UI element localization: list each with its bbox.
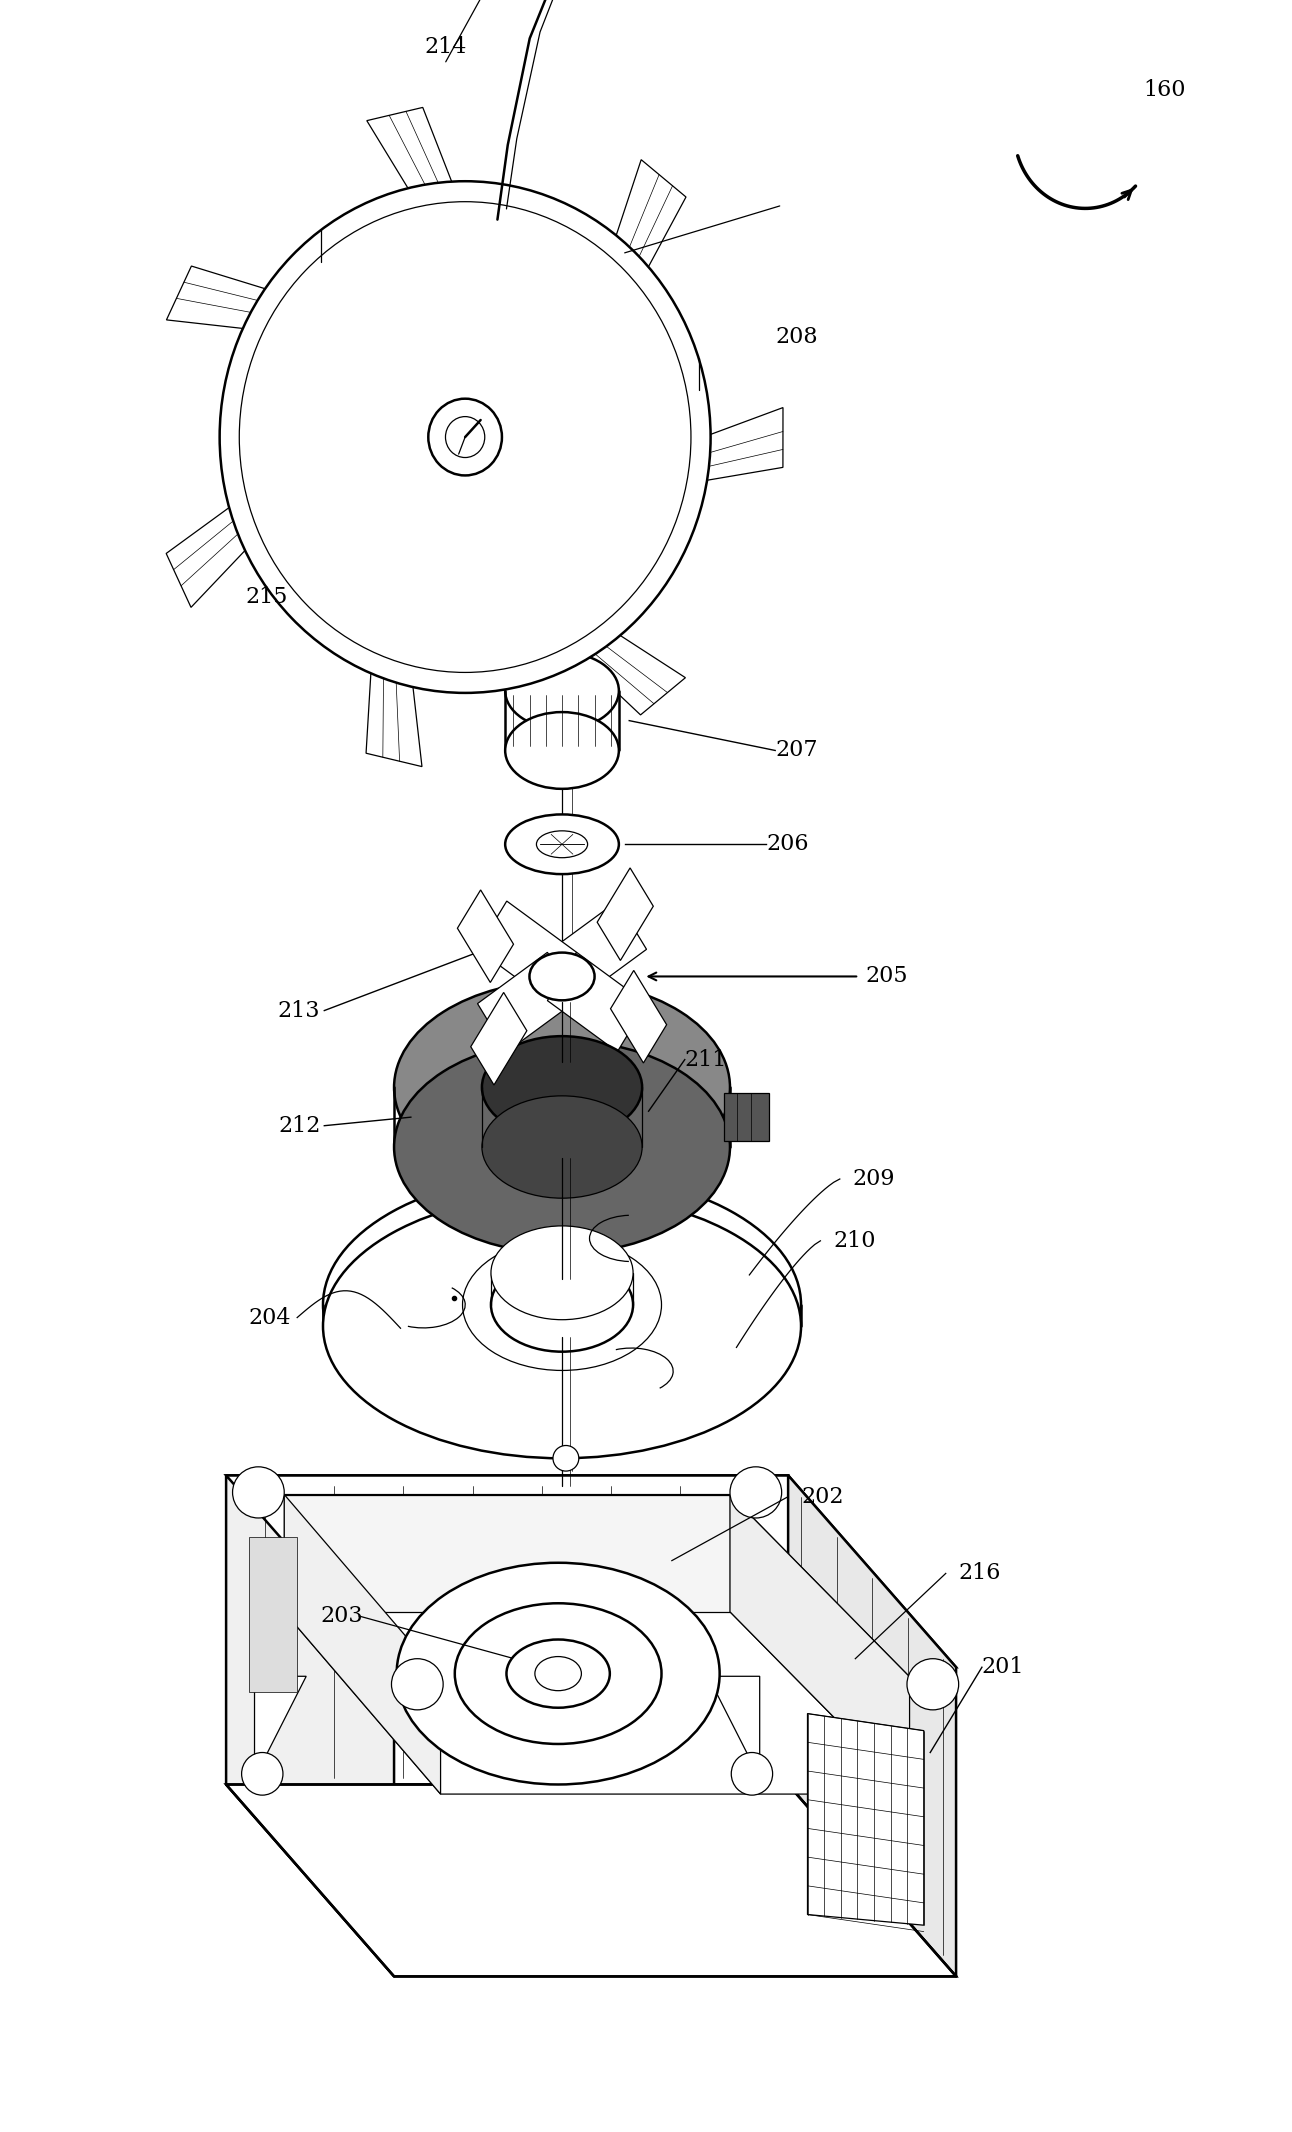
Ellipse shape bbox=[907, 1659, 959, 1710]
Polygon shape bbox=[226, 1475, 394, 1976]
Ellipse shape bbox=[239, 203, 691, 672]
Polygon shape bbox=[226, 1784, 956, 1976]
Ellipse shape bbox=[323, 1173, 801, 1437]
Polygon shape bbox=[597, 868, 654, 962]
Ellipse shape bbox=[553, 1445, 579, 1471]
Text: 213: 213 bbox=[278, 1000, 320, 1021]
Ellipse shape bbox=[506, 1640, 610, 1708]
Text: 202: 202 bbox=[801, 1486, 844, 1507]
Ellipse shape bbox=[233, 1467, 284, 1518]
Ellipse shape bbox=[491, 1258, 633, 1352]
Polygon shape bbox=[167, 435, 332, 608]
Ellipse shape bbox=[220, 181, 711, 693]
Text: 205: 205 bbox=[866, 966, 908, 987]
Text: 216: 216 bbox=[959, 1563, 1001, 1584]
Ellipse shape bbox=[323, 1194, 801, 1458]
Text: 211: 211 bbox=[685, 1049, 727, 1070]
Ellipse shape bbox=[394, 1040, 730, 1254]
Polygon shape bbox=[788, 1475, 956, 1976]
Text: 203: 203 bbox=[320, 1605, 363, 1627]
Text: 204: 204 bbox=[248, 1307, 291, 1328]
Polygon shape bbox=[284, 1612, 910, 1795]
Ellipse shape bbox=[482, 1096, 642, 1198]
Ellipse shape bbox=[731, 1753, 773, 1795]
Polygon shape bbox=[167, 266, 384, 341]
Ellipse shape bbox=[391, 1659, 443, 1710]
Text: 206: 206 bbox=[766, 834, 809, 855]
Polygon shape bbox=[284, 1495, 730, 1612]
Ellipse shape bbox=[491, 1226, 633, 1320]
Polygon shape bbox=[367, 107, 499, 301]
Text: 207: 207 bbox=[775, 740, 818, 761]
Ellipse shape bbox=[505, 814, 619, 874]
Polygon shape bbox=[548, 953, 646, 1051]
Polygon shape bbox=[730, 1495, 910, 1795]
Text: 208: 208 bbox=[775, 326, 818, 348]
Ellipse shape bbox=[505, 652, 619, 729]
Polygon shape bbox=[724, 1094, 769, 1141]
Polygon shape bbox=[470, 991, 527, 1085]
Polygon shape bbox=[284, 1495, 910, 1676]
Polygon shape bbox=[366, 546, 422, 768]
Ellipse shape bbox=[394, 981, 730, 1194]
Polygon shape bbox=[249, 1537, 297, 1693]
Polygon shape bbox=[492, 567, 686, 714]
Ellipse shape bbox=[463, 1239, 662, 1371]
Ellipse shape bbox=[482, 1036, 642, 1138]
Text: 160: 160 bbox=[1143, 79, 1186, 100]
Polygon shape bbox=[548, 902, 646, 1000]
Ellipse shape bbox=[242, 1753, 283, 1795]
Polygon shape bbox=[284, 1495, 441, 1795]
Polygon shape bbox=[808, 1714, 924, 1925]
Ellipse shape bbox=[535, 1657, 581, 1691]
Polygon shape bbox=[457, 889, 513, 983]
Polygon shape bbox=[478, 953, 576, 1051]
Ellipse shape bbox=[446, 416, 484, 458]
Polygon shape bbox=[226, 1475, 788, 1784]
Text: 201: 201 bbox=[982, 1657, 1025, 1678]
Text: 212: 212 bbox=[278, 1115, 320, 1136]
Ellipse shape bbox=[505, 712, 619, 789]
Text: 209: 209 bbox=[853, 1168, 895, 1190]
Ellipse shape bbox=[536, 831, 588, 857]
Polygon shape bbox=[585, 407, 783, 501]
Text: 214: 214 bbox=[425, 36, 466, 58]
Text: 215: 215 bbox=[245, 586, 288, 608]
Polygon shape bbox=[226, 1475, 956, 1667]
Ellipse shape bbox=[429, 399, 501, 475]
Ellipse shape bbox=[397, 1563, 720, 1784]
Polygon shape bbox=[708, 1676, 760, 1778]
Polygon shape bbox=[478, 902, 576, 1000]
Ellipse shape bbox=[530, 953, 594, 1000]
Polygon shape bbox=[611, 970, 667, 1064]
Polygon shape bbox=[576, 160, 686, 379]
Text: 210: 210 bbox=[833, 1230, 876, 1251]
Polygon shape bbox=[255, 1676, 306, 1778]
Ellipse shape bbox=[455, 1603, 662, 1744]
Ellipse shape bbox=[730, 1467, 782, 1518]
